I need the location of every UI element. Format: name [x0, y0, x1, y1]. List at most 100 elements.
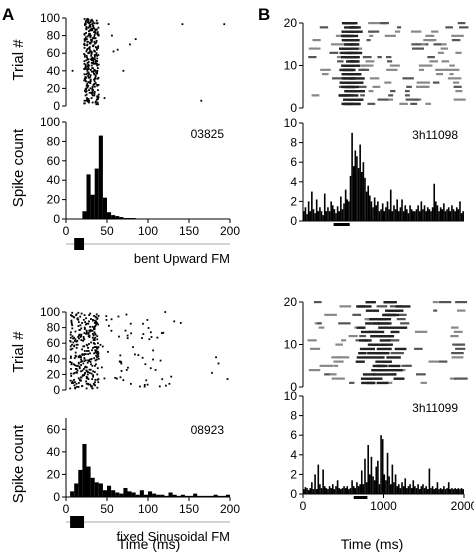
- B1-raster-spike: [401, 102, 408, 105]
- A2-raster-spike: [92, 370, 95, 373]
- A1-raster-spike: [122, 69, 125, 72]
- B2-raster-spikes: [307, 301, 468, 385]
- B1-hist-bar: [364, 177, 366, 221]
- A1-raster-spike: [85, 80, 87, 83]
- B1-raster-spike: [345, 56, 359, 59]
- A1-hist-xtick-label: 200: [220, 224, 240, 238]
- A1-raster-spike: [87, 68, 90, 70]
- B1-raster-spike: [410, 30, 419, 33]
- A1-raster-spike: [96, 72, 98, 75]
- B1-hist-bar: [356, 156, 358, 221]
- A2-raster-spike: [95, 320, 98, 323]
- B1-hist-bar: [311, 191, 313, 221]
- A2-raster-spike: [84, 365, 87, 368]
- A2-raster-spike: [85, 380, 88, 383]
- A1-raster-spike: [85, 59, 88, 62]
- A2-raster-spike: [91, 325, 94, 328]
- A2-raster-spike: [90, 363, 92, 366]
- A2-raster-spike: [88, 368, 91, 371]
- A1-raster-ytick-label: 80: [47, 29, 61, 43]
- A2-raster-spike: [72, 372, 75, 375]
- A1-raster-spike: [91, 88, 94, 91]
- A1-raster-spike: [97, 63, 100, 66]
- B2-hist-bar: [352, 486, 355, 494]
- B1-raster-spike: [308, 47, 321, 50]
- A1-raster-spike: [91, 23, 94, 26]
- A2-raster-spike: [79, 324, 82, 327]
- B2-raster-spike: [371, 369, 380, 372]
- A2-hist-bar: [189, 495, 194, 497]
- A2-raster-spike: [87, 359, 89, 362]
- A2-raster-spike: [82, 368, 85, 370]
- B1-raster-ytick-label: 0: [290, 101, 297, 115]
- B2-hist-bar: [386, 452, 389, 494]
- A2-raster-spike: [162, 331, 165, 334]
- A1-raster-spike: [93, 83, 96, 85]
- A2-raster-spike: [77, 385, 80, 388]
- A1-raster-spike: [84, 36, 87, 39]
- A2-hist-xtick-label: 50: [100, 502, 114, 516]
- A1-raster-spike: [90, 91, 93, 94]
- A2-raster-spike: [77, 325, 80, 327]
- B2-raster-spike: [365, 301, 376, 304]
- B1-raster-spike: [319, 26, 329, 29]
- A2-raster-spike: [77, 361, 80, 364]
- A1-raster-spike: [95, 103, 98, 106]
- B1-hist-bar: [441, 209, 444, 221]
- A1-raster-spike: [85, 25, 88, 28]
- B1-hist-bar: [381, 203, 384, 221]
- A1-raster-spike: [83, 99, 86, 102]
- B1-raster-spike: [411, 47, 424, 50]
- B1-hist-bar: [435, 201, 437, 221]
- B1-raster-spike: [447, 77, 462, 80]
- A2-raster-spike: [96, 373, 99, 376]
- A1-raster-spike: [96, 62, 98, 65]
- A2-raster-spike: [77, 377, 80, 380]
- B2-hist-bar: [351, 480, 353, 494]
- A2-raster-spike: [69, 331, 72, 334]
- A1-raster-spike: [90, 39, 92, 41]
- A1-raster-spike: [200, 99, 203, 102]
- A2-hist-bar: [82, 443, 87, 497]
- A2-raster-spike: [91, 336, 94, 339]
- B1-hist-bar: [367, 185, 370, 221]
- A1-raster-spike: [93, 31, 95, 33]
- B1-hist-bar: [391, 211, 394, 221]
- A2-raster-spike: [87, 322, 90, 325]
- A1-raster-spike: [96, 22, 98, 25]
- B2-raster-spike: [307, 339, 317, 342]
- A2-raster-spike: [89, 312, 92, 315]
- ylabel-a1-trial: Trial #: [10, 39, 27, 81]
- A2-raster-ytick-label: 0: [53, 383, 60, 397]
- B2-raster-spike: [349, 381, 355, 384]
- B2-hist-ytick-label: 2: [290, 467, 297, 481]
- B1-raster-spike: [437, 51, 444, 54]
- B2-hist-bar: [307, 490, 310, 494]
- B1-raster-spike: [362, 56, 372, 59]
- B2-raster-spike: [380, 335, 395, 338]
- B2-raster-spike: [373, 322, 389, 325]
- A1-raster-spike: [89, 78, 92, 81]
- A2-raster-spike: [77, 382, 80, 384]
- B2-raster-spike: [433, 309, 438, 312]
- B1-raster-spike: [368, 30, 375, 33]
- B1-hist-bar: [354, 150, 357, 221]
- B1-raster-spike: [384, 81, 392, 84]
- A1-raster-spike: [97, 76, 100, 79]
- B2-raster-spike: [449, 377, 457, 380]
- B1-hist-bar: [377, 201, 379, 221]
- B1-hist-bar: [306, 214, 308, 221]
- B1-hist-bar: [459, 201, 461, 221]
- B2-hist-bar: [420, 486, 423, 494]
- A1-raster-spike: [96, 69, 99, 72]
- A1-raster-spike: [94, 32, 97, 34]
- A1-raster-spike: [94, 46, 97, 48]
- B1-hist-cell-id: 3h11098: [412, 128, 458, 142]
- B1-raster-spike: [453, 81, 460, 84]
- B1-hist-bar: [412, 211, 415, 221]
- B2-hist-bar: [369, 474, 371, 494]
- B2-raster-axes: 0 10 20: [284, 295, 304, 394]
- A1-raster-spike: [97, 26, 100, 29]
- A2-raster-spike: [89, 358, 91, 361]
